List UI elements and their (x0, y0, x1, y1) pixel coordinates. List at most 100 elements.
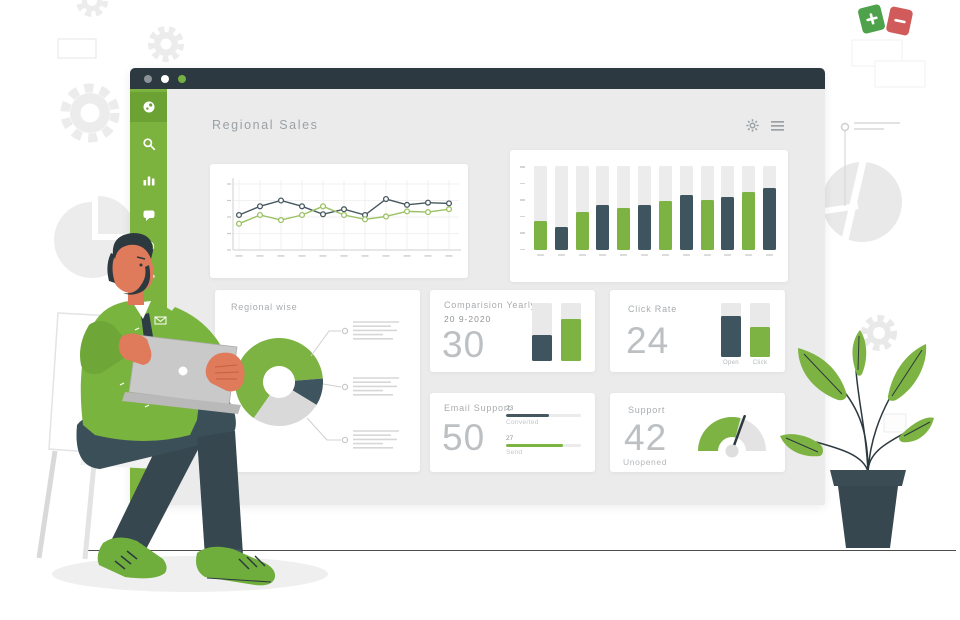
support-gauge-chart (698, 414, 766, 458)
data-point (340, 206, 348, 213)
dashboard-icon (143, 101, 154, 113)
x-tick (724, 254, 732, 256)
click-rate-value: 24 (626, 320, 670, 361)
bar-column (596, 166, 610, 258)
bar-track (658, 166, 672, 250)
plant-pot-rim (830, 470, 906, 486)
person-shoe (196, 546, 276, 586)
chat-icon (143, 210, 154, 221)
x-tick (578, 254, 586, 256)
x-tick (599, 254, 607, 256)
x-tick (557, 254, 565, 256)
sidebar-item-messages[interactable] (130, 200, 167, 230)
support-sublabel: Unopened (623, 457, 668, 467)
bar-column (534, 166, 547, 258)
bar (532, 334, 552, 361)
data-point (361, 216, 369, 223)
data-point (424, 209, 432, 216)
x-tick (403, 255, 411, 257)
regional-wise-card: Regional wise (215, 290, 420, 472)
person-leg (111, 430, 203, 555)
person-beard (123, 265, 151, 295)
page-title: Regional Sales (212, 118, 319, 132)
bar (679, 194, 693, 250)
plant-leaves (780, 330, 934, 457)
plus-tile (857, 3, 886, 35)
data-point (235, 220, 243, 227)
x-tick (620, 254, 628, 256)
bar-column (721, 166, 735, 258)
comparison-value: 30 (442, 324, 486, 365)
bar-track (532, 303, 552, 361)
progress-track (506, 414, 581, 417)
card-outline-decoration (57, 38, 97, 59)
x-tick (765, 254, 773, 256)
person-leg (197, 431, 243, 557)
sidebar-item-search[interactable] (130, 129, 167, 159)
person-illustration (36, 233, 276, 586)
bar-column (638, 166, 652, 258)
progress-row: 27 Send (506, 435, 581, 456)
x-tick (682, 254, 690, 256)
data-point (382, 195, 390, 203)
bar-column (561, 303, 581, 361)
donut-segment (292, 378, 323, 405)
x-tick (298, 255, 306, 257)
card-outline-decoration (883, 413, 907, 433)
laptop-logo (178, 366, 188, 376)
x-tick (277, 255, 285, 257)
window-dot-minimize[interactable] (144, 74, 152, 83)
card-title: Comparision Yearly (444, 300, 536, 310)
window-dot-maximize[interactable] (161, 74, 169, 83)
data-point (319, 211, 327, 218)
plant-decoration (780, 330, 934, 548)
card-title: Email Support (444, 403, 511, 413)
bar-track (575, 166, 589, 250)
settings-gear-icon[interactable] (745, 118, 760, 133)
bar-track (554, 166, 568, 250)
person-hair (112, 233, 153, 259)
gear-decoration-small (148, 26, 184, 62)
sidebar-item-analytics[interactable] (130, 165, 167, 195)
gauge-pivot (725, 444, 739, 458)
bar-column (532, 303, 552, 361)
x-tick (235, 255, 243, 257)
progress-row: 23 Converted (506, 405, 581, 426)
plant-pot (838, 486, 898, 548)
trend-line-card (210, 164, 468, 278)
bar (534, 221, 547, 250)
progress-label: Converted (506, 419, 539, 426)
sidebar-item-dashboard[interactable] (130, 92, 167, 122)
bar (721, 197, 735, 250)
data-point (382, 213, 390, 220)
support-card: Support 42 Unopened (610, 393, 785, 472)
card-outline-decoration (874, 60, 926, 88)
bar-track (750, 303, 770, 357)
bar (700, 199, 714, 250)
data-point (298, 211, 306, 219)
placeholder-text-lines (353, 321, 399, 449)
bar-label: Open (723, 360, 739, 366)
data-point (403, 201, 411, 208)
bar-track (762, 166, 776, 250)
x-tick (537, 254, 544, 256)
monthly-bar-chart (534, 166, 776, 258)
bar (638, 204, 652, 250)
bar-column (700, 166, 714, 258)
menu-icon[interactable] (770, 118, 785, 133)
window-dot-close[interactable] (178, 74, 186, 83)
data-point (340, 211, 348, 219)
data-point (445, 200, 453, 207)
x-tick (361, 255, 369, 257)
pie-decoration-right (817, 156, 902, 245)
bar-column (617, 166, 631, 258)
progress-label: Send (506, 449, 523, 456)
bar-chart-icon (143, 176, 154, 186)
gear-decoration-top (76, 0, 108, 17)
data-point (277, 197, 285, 204)
x-tick (661, 254, 669, 256)
bar-column: Open (721, 303, 741, 366)
monthly-bars-card (510, 150, 788, 282)
bar-column (658, 166, 672, 258)
gear-decoration-right (861, 315, 897, 351)
